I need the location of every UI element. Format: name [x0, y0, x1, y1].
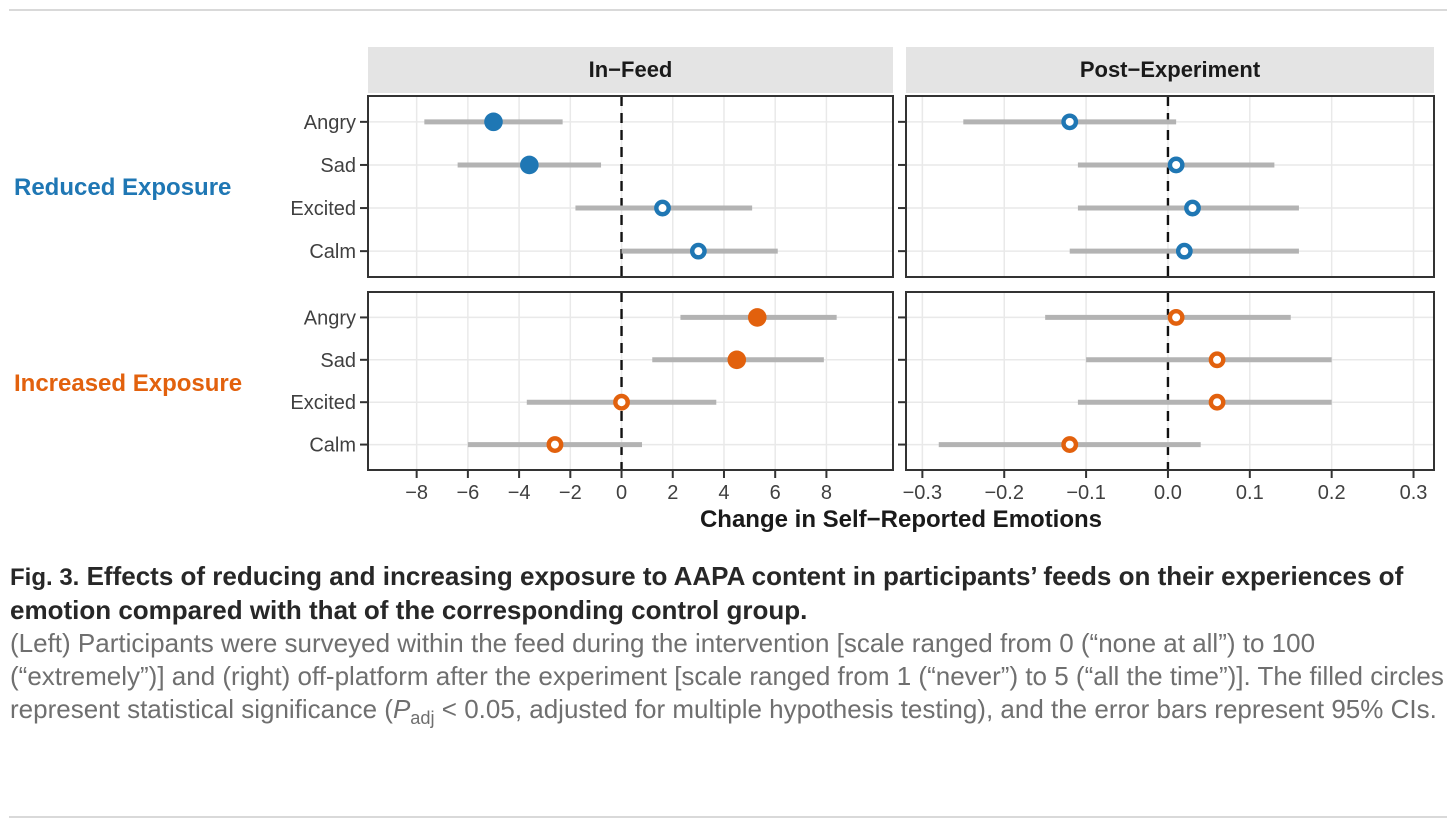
category-label-calm: Calm [309, 241, 356, 263]
category-label-calm: Calm [309, 435, 356, 457]
category-label-excited: Excited [290, 392, 356, 414]
point-open-sad [1208, 351, 1226, 369]
x-tick-label: −6 [456, 482, 479, 504]
caption-p-symbol: P [392, 694, 411, 724]
panel-border [905, 95, 1435, 278]
point-open-excited [654, 199, 671, 217]
facet-strip-post-experiment: Post−Experiment [906, 47, 1434, 93]
facet-strip-in-feed-label: In−Feed [588, 57, 673, 82]
point-open-calm [546, 436, 564, 453]
point-open-calm [1061, 436, 1079, 453]
caption-body: (Left) Participants were surveyed within… [10, 627, 1446, 735]
panel-border [905, 291, 1435, 471]
x-tick-label: 8 [821, 482, 832, 504]
category-label-sad: Sad [320, 350, 356, 372]
facet-strip-in-feed: In−Feed [368, 47, 893, 93]
x-tick-label: 0 [616, 482, 627, 504]
x-tick-label: 6 [770, 482, 781, 504]
category-label-excited: Excited [290, 198, 356, 220]
x-tick-label: 0.3 [1400, 482, 1428, 504]
caption-text-1: (Left) Participants were surveyed within… [10, 628, 1444, 724]
point-open-calm [689, 242, 707, 260]
panel-background [368, 292, 893, 470]
figure-number: Fig. 3. [10, 564, 80, 591]
figure-caption: Fig. 3. Effects of reducing and increasi… [10, 560, 1446, 735]
x-tick-label: −0.3 [903, 482, 942, 504]
panel-background [906, 96, 1434, 277]
x-tick-label: −4 [508, 482, 531, 504]
point-filled-sad [520, 155, 539, 175]
x-tick-label: −8 [405, 482, 428, 504]
forest-plot: Angry Sad Excited Calm Angry Sad Excited Calm −8… [290, 95, 1435, 504]
bottom-divider [9, 816, 1447, 818]
caption-title-line: Fig. 3. Effects of reducing and increasi… [10, 560, 1446, 627]
point-filled-angry [747, 308, 767, 327]
caption-bold-text: Effects of reducing and increasing expos… [10, 561, 1404, 625]
point-open-excited [613, 393, 630, 411]
top-divider [9, 9, 1447, 11]
facet-strip-post-experiment-label: Post−Experiment [1079, 57, 1261, 82]
panel-border [367, 95, 894, 278]
category-label-angry: Angry [304, 112, 356, 134]
point-filled-sad [727, 350, 747, 370]
point-open-sad [1167, 156, 1185, 174]
x-tick-label: 0.1 [1236, 482, 1264, 504]
point-open-angry [1167, 309, 1185, 326]
point-filled-angry [484, 112, 503, 132]
x-tick-label: 2 [667, 482, 678, 504]
caption-text-2: < 0.05, adjusted for multiple hypothesis… [434, 694, 1437, 724]
x-axis-title: Change in Self−Reported Emotions [699, 506, 1103, 533]
x-tick-label: −2 [559, 482, 582, 504]
caption-p-subscript: adj [410, 708, 435, 729]
x-tick-label: 4 [718, 482, 729, 504]
panel-background [368, 96, 893, 277]
x-tick-label: 0.0 [1154, 482, 1182, 504]
point-open-excited [1208, 393, 1226, 411]
row-label-reduced-exposure: Reduced Exposure [14, 174, 232, 201]
category-label-angry: Angry [304, 307, 356, 329]
row-label-increased-exposure: Increased Exposure [14, 370, 243, 397]
x-tick-label: 0.2 [1318, 482, 1346, 504]
x-tick-label: −0.1 [1066, 482, 1105, 504]
point-open-angry [1061, 113, 1079, 131]
category-label-sad: Sad [320, 155, 356, 177]
x-tick-label: −0.2 [984, 482, 1023, 504]
point-open-calm [1175, 242, 1193, 260]
panel-border [367, 291, 894, 471]
point-open-excited [1184, 199, 1201, 217]
